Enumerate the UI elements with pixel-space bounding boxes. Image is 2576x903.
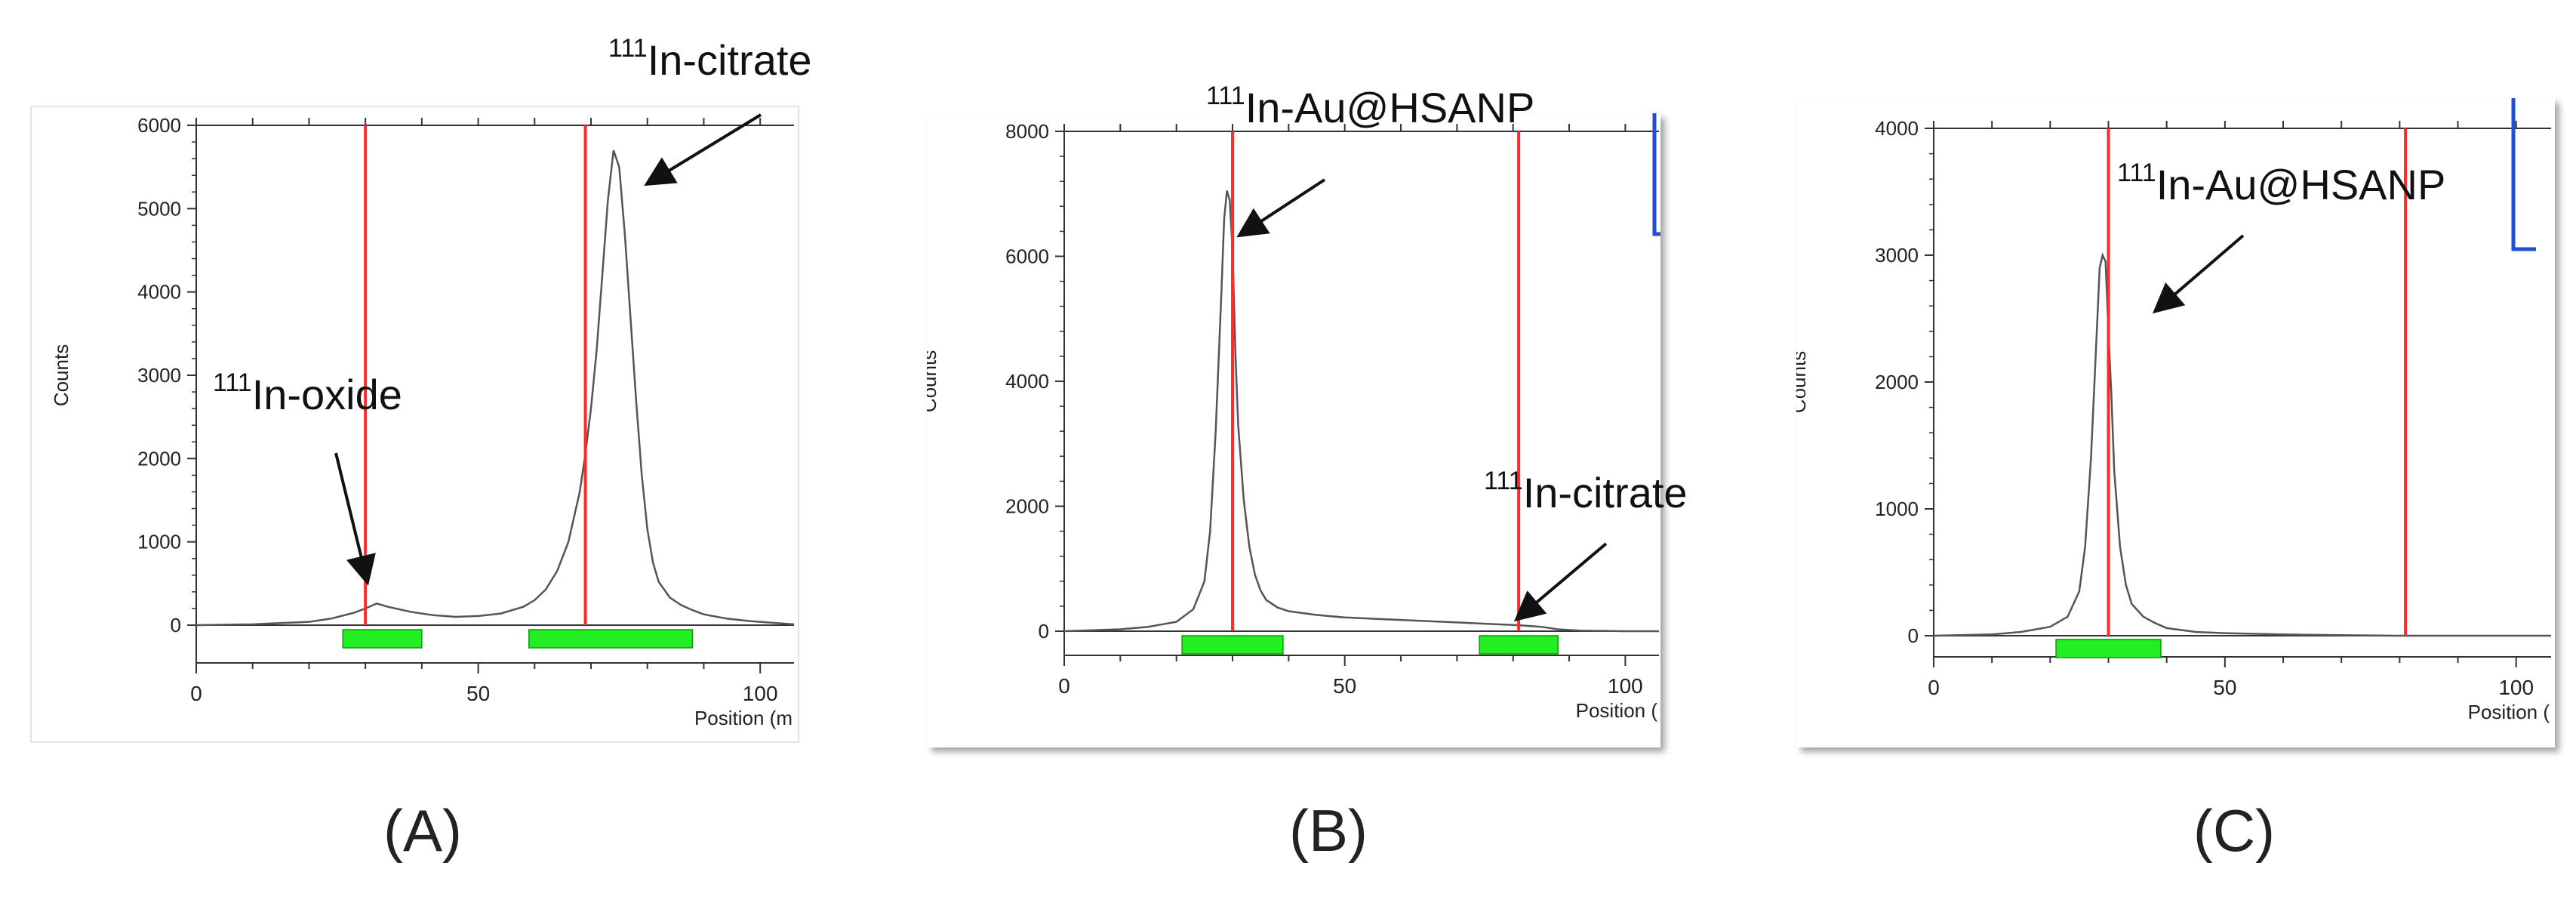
callout-b-au-sup: 111: [1206, 82, 1245, 110]
y-axis-label: Counts: [927, 350, 940, 412]
x-tick-label: 100: [743, 682, 778, 705]
y-tick-label: 0: [1039, 620, 1049, 643]
callout-c-au: 111In-Au@HSANP: [2117, 159, 2445, 209]
x-axis-label: Position (m: [694, 707, 792, 729]
y-tick-label: 2000: [1005, 495, 1049, 518]
y-tick-label: 6000: [1005, 245, 1049, 268]
panel-a-chart: 0 1000 2000 3000 4000 5000 6000 0 50 100 Counts Pos…: [50, 114, 795, 729]
panel-a-frame: 0 1000 2000 3000 4000 5000 6000 0 50 100 Counts Pos…: [30, 106, 799, 743]
region-bar: [528, 629, 694, 649]
callout-b-au: 111In-Au@HSANP: [1206, 82, 1534, 132]
x-tick-label: 50: [1333, 674, 1356, 698]
callout-a-citrate: 111In-citrate: [608, 34, 812, 85]
y-tick-label: 1000: [1875, 498, 1919, 520]
region-bar: [2055, 639, 2162, 658]
panel-c-frame: 0 1000 2000 3000 4000 0 50 100 Counts Position (: [1787, 94, 2555, 747]
y-tick-label: 6000: [137, 114, 181, 137]
x-axis-label: Position (: [1576, 699, 1658, 722]
callout-b-citrate-text: In-citrate: [1522, 469, 1688, 516]
x-tick-label: 0: [1928, 676, 1940, 699]
x-tick-label: 0: [1058, 674, 1070, 698]
region-bar: [1479, 635, 1559, 655]
y-tick-label: 2000: [1875, 371, 1919, 393]
x-tick-label: 100: [1608, 674, 1643, 698]
panel-label-b: (B): [1289, 797, 1368, 864]
y-tick-label: 8000: [1005, 120, 1049, 143]
y-axis-label: Counts: [50, 344, 72, 406]
y-axis-label: Counts: [1796, 351, 1810, 413]
y-tick-label: 4000: [137, 281, 181, 304]
y-tick-label: 4000: [1875, 117, 1919, 140]
panel-c-chart: 0 1000 2000 3000 4000 0 50 100 Counts Position (: [1787, 94, 2551, 723]
callout-a-oxide-text: In-oxide: [251, 371, 402, 418]
panel-label-c: (C): [2193, 797, 2276, 864]
y-tick-label: 2000: [137, 447, 181, 470]
panel-label-a: (A): [383, 797, 462, 864]
callout-a-citrate-sup: 111: [608, 34, 648, 63]
panel-b-chart: 0 2000 4000 6000 8000 0 50 100 Counts Position (: [918, 109, 1677, 722]
callout-a-oxide: 111In-oxide: [213, 368, 402, 419]
callout-c-au-text: In-Au@HSANP: [2156, 161, 2446, 208]
callout-c-au-sup: 111: [2117, 159, 2156, 187]
window-edge: [2511, 94, 2536, 251]
counts-curve: [195, 149, 795, 627]
x-axis-label: Position (: [2468, 701, 2550, 723]
x-tick-label: 100: [2498, 676, 2534, 699]
callout-b-citrate: 111In-citrate: [1484, 467, 1688, 517]
y-tick-label: 0: [171, 614, 181, 636]
y-tick-label: 4000: [1005, 370, 1049, 393]
y-tick-label: 3000: [1875, 244, 1919, 267]
counts-curve: [1063, 190, 1659, 633]
x-tick-label: 50: [466, 682, 490, 705]
y-tick-label: 3000: [137, 364, 181, 387]
y-tick-label: 0: [1908, 624, 1919, 647]
callout-b-au-text: In-Au@HSANP: [1245, 84, 1535, 131]
x-tick-label: 50: [2213, 676, 2236, 699]
region-bar: [342, 629, 423, 649]
panel-b-frame: 0 2000 4000 6000 8000 0 50 100 Counts Position (: [918, 109, 1677, 747]
callout-b-citrate-sup: 111: [1484, 467, 1523, 495]
callout-a-oxide-sup: 111: [213, 368, 252, 397]
region-bar: [1181, 635, 1284, 655]
x-tick-label: 0: [190, 682, 202, 705]
counts-curve: [1933, 252, 2551, 637]
callout-a-citrate-text: In-citrate: [647, 36, 812, 84]
y-tick-label: 5000: [137, 197, 181, 220]
y-tick-label: 1000: [137, 531, 181, 553]
